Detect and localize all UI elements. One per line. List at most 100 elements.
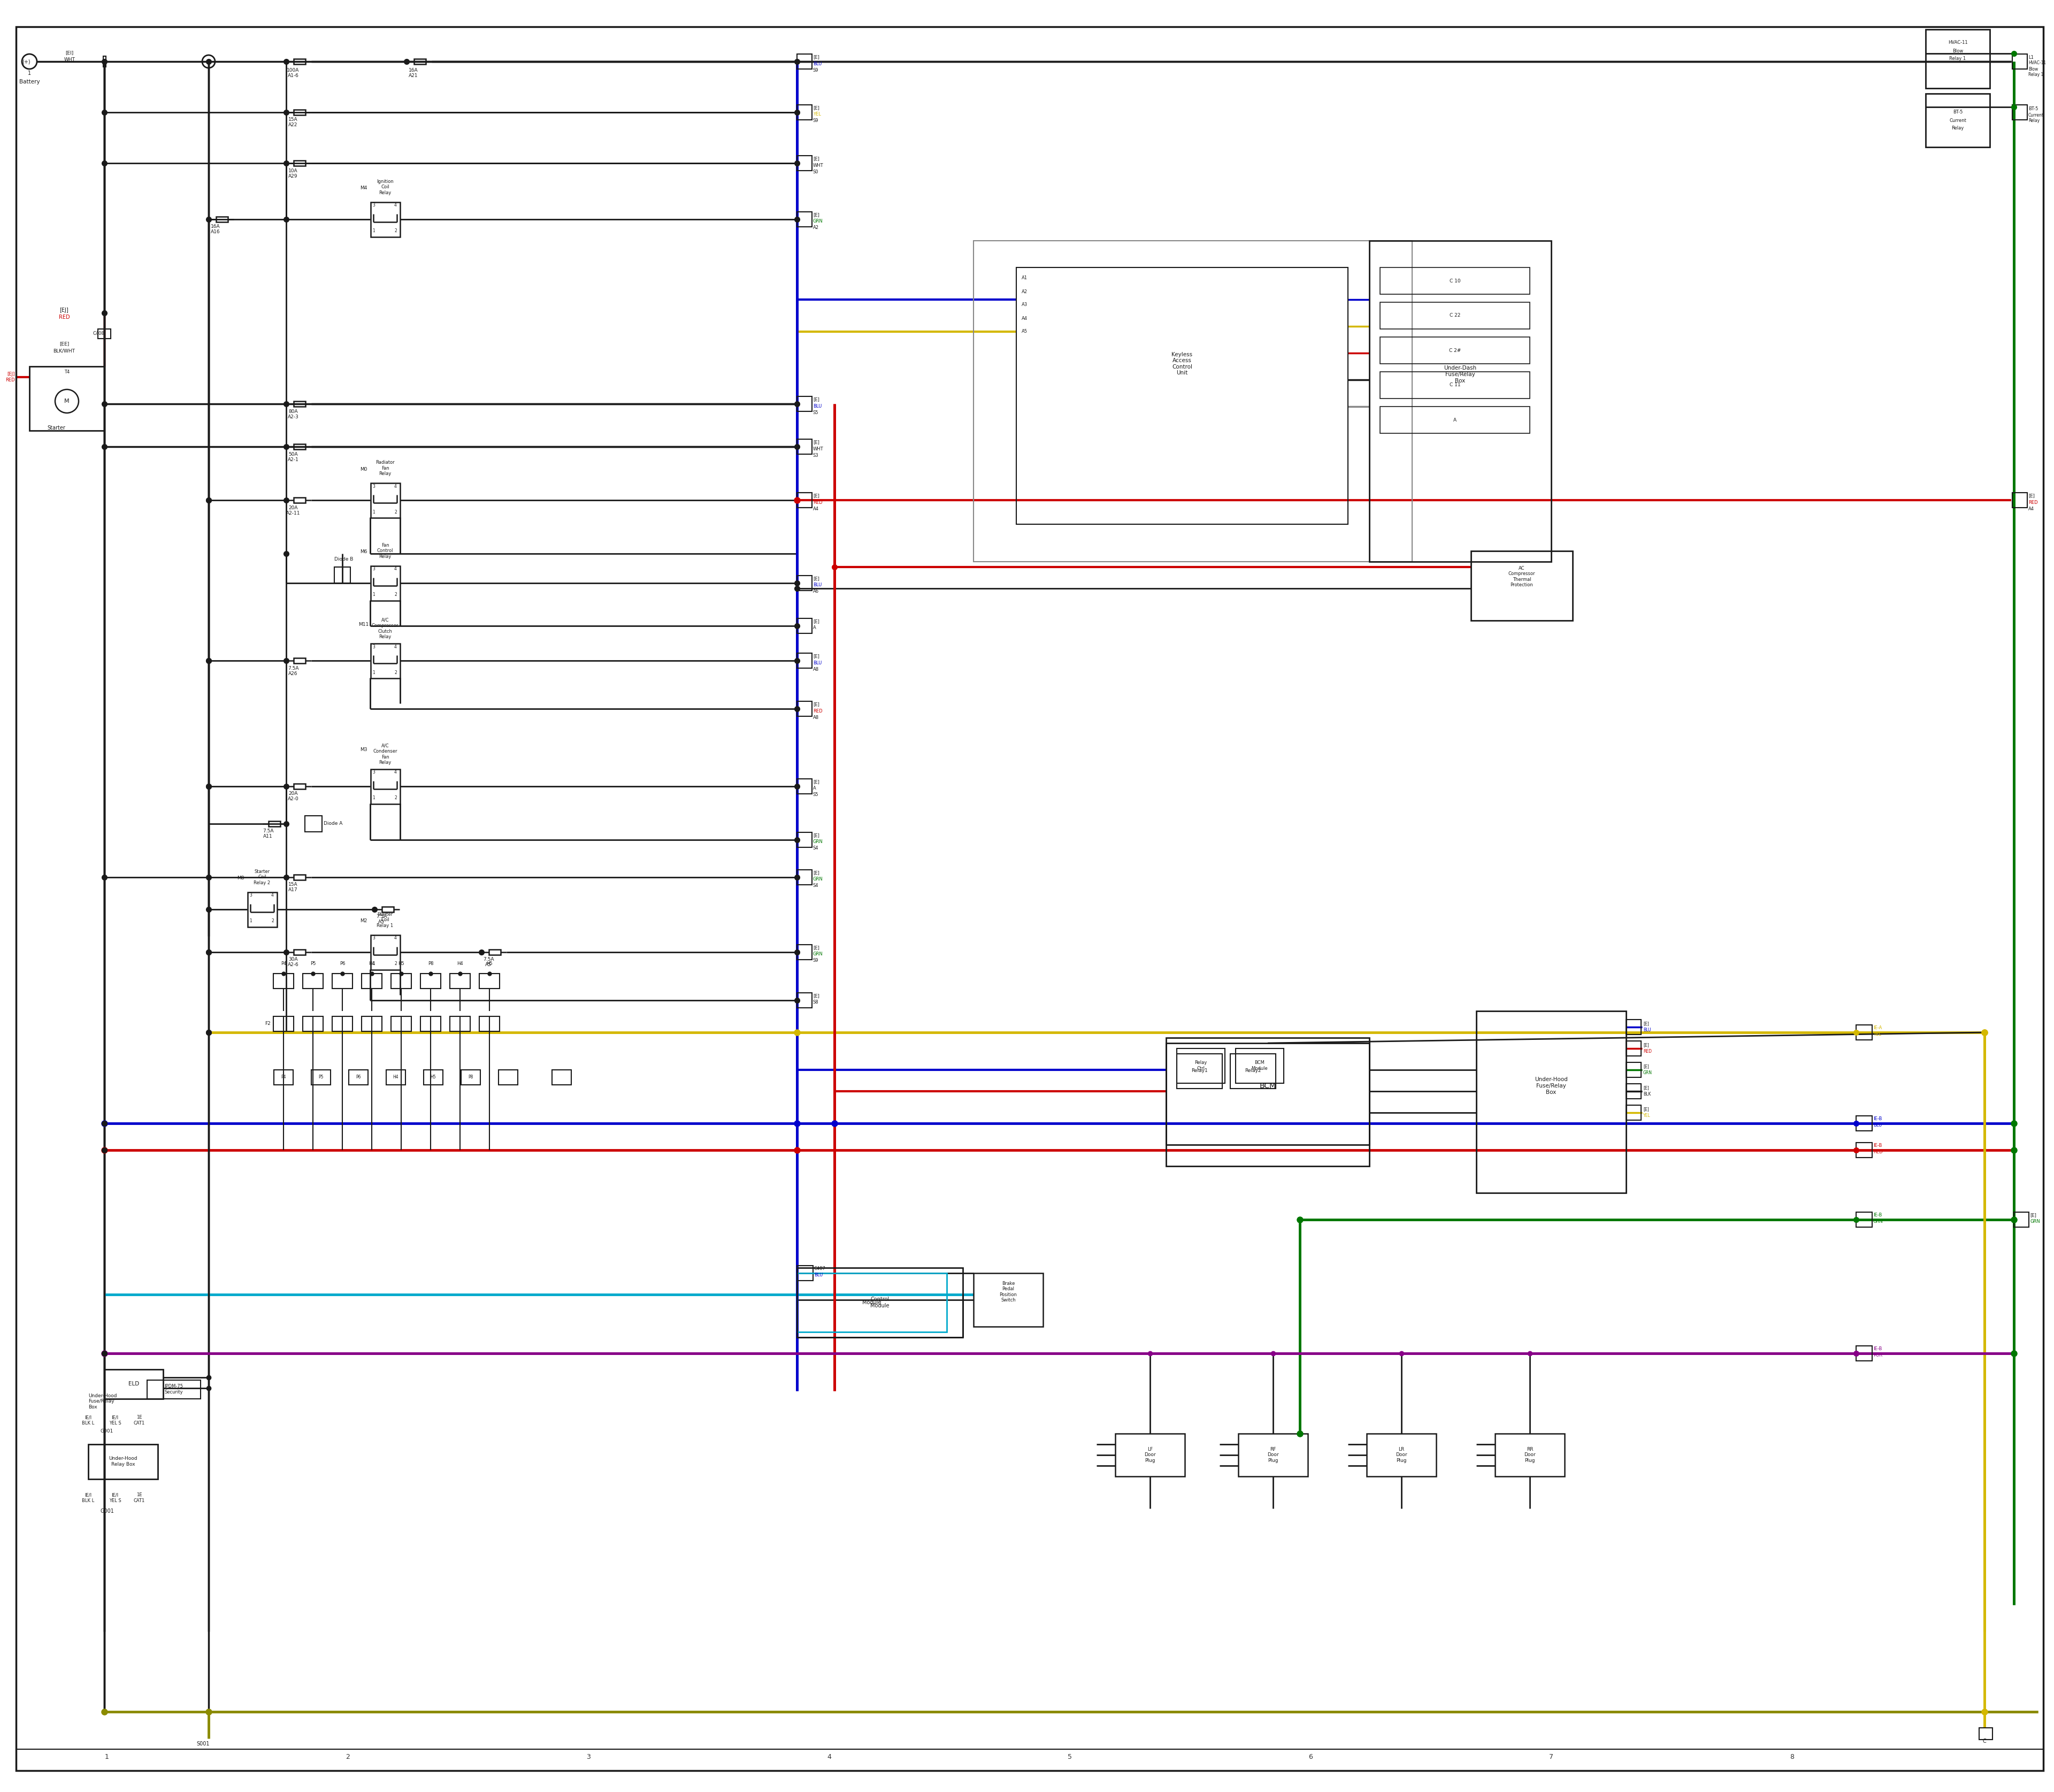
Text: S001: S001 [197,1742,210,1747]
Text: A2-11: A2-11 [286,511,300,516]
Text: Relay: Relay [2027,118,2040,124]
Bar [797,54,811,70]
Text: L1: L1 [2027,56,2033,59]
Text: BLK/WHT: BLK/WHT [53,348,76,353]
Text: 1: 1 [29,70,31,75]
Text: G001: G001 [101,1428,113,1434]
Text: 2: 2 [394,509,396,514]
Text: Diode A: Diode A [325,821,343,826]
Text: 1: 1 [372,670,374,676]
Text: [E]: [E] [1643,1021,1649,1027]
Text: IE-A: IE-A [1873,1025,1881,1030]
Text: BLU: BLU [813,1272,824,1278]
Bar [974,1272,1043,1326]
Bar [1239,1434,1308,1477]
Bar [415,59,425,65]
Text: A5: A5 [485,962,491,968]
Text: BLU: BLU [1873,1124,1881,1127]
Text: P4: P4 [281,1075,286,1081]
Bar [1627,1063,1641,1077]
Bar [294,59,306,65]
Text: 7.5A: 7.5A [483,957,493,962]
Bar [1627,1041,1641,1055]
Bar [2013,54,2027,70]
Text: RED: RED [2027,500,2038,505]
Bar [1980,1727,1992,1740]
Text: 3: 3 [249,892,253,898]
Text: WHT: WHT [813,446,824,452]
Bar [1380,303,1530,330]
Text: C 11: C 11 [1450,383,1460,387]
Text: M11: M11 [359,622,370,627]
Text: 4: 4 [394,566,396,572]
Text: 1: 1 [372,962,374,966]
Bar [1177,1048,1224,1082]
Text: 7.5A: 7.5A [288,665,298,670]
Bar [370,202,401,237]
Text: A5: A5 [1021,330,1027,333]
Bar [2013,106,2027,120]
Text: HVAC-11: HVAC-11 [1947,41,1968,45]
Text: A1-6: A1-6 [288,73,298,77]
Text: Starter
Coil
Relay 1: Starter Coil Relay 1 [376,912,394,928]
Text: S9: S9 [813,118,820,124]
Text: [E]: [E] [813,780,820,785]
Bar [460,1070,481,1084]
Text: ELD: ELD [127,1382,140,1387]
Bar [423,1070,444,1084]
Bar [797,156,811,170]
Bar [362,973,382,989]
Text: S3: S3 [813,453,820,457]
Text: A3: A3 [1021,303,1027,306]
Text: G001: G001 [101,1509,113,1514]
Text: Diode B: Diode B [335,557,353,561]
Bar [797,493,811,507]
Text: LR
Door
Plug: LR Door Plug [1395,1446,1407,1462]
Bar [216,217,228,222]
Text: 1: 1 [372,796,374,801]
Text: P8: P8 [468,1075,472,1081]
Text: A17: A17 [288,887,298,892]
Text: 4: 4 [394,202,396,208]
Bar [797,993,811,1007]
Text: H5: H5 [487,962,493,966]
Bar [797,780,811,794]
Text: RED: RED [1873,1150,1884,1154]
Text: C487: C487 [813,1267,826,1271]
Text: P5: P5 [310,962,316,966]
Text: 4: 4 [394,771,396,774]
Text: 7.5A: 7.5A [376,914,386,919]
Text: BLU: BLU [813,661,822,665]
Bar [1857,1116,1871,1131]
Bar [294,109,306,115]
Text: [E]: [E] [813,156,820,161]
Text: Current: Current [1949,118,1966,124]
Text: A/C
Compressor
Clutch
Relay: A/C Compressor Clutch Relay [372,618,398,640]
Text: Fan
Control
Relay: Fan Control Relay [378,543,392,559]
Bar [390,1016,411,1032]
Text: (+): (+) [23,59,31,65]
Text: 50A: 50A [288,452,298,457]
Text: A: A [813,625,815,631]
Text: Relay
Ctrl: Relay Ctrl [1195,1061,1208,1072]
Bar [294,658,306,663]
Text: 5: 5 [1068,1754,1072,1762]
Bar [1857,1025,1871,1039]
Bar [302,973,322,989]
Bar [148,1380,201,1400]
Text: Under-Dash
Fuse/Relay
Box: Under-Dash Fuse/Relay Box [1444,366,1477,383]
Text: A2-3: A2-3 [288,414,298,419]
Text: T4: T4 [64,369,70,375]
Bar [421,1016,442,1032]
Text: GRN: GRN [2029,1219,2040,1224]
Text: H4: H4 [392,1075,398,1081]
Text: GRN: GRN [813,952,824,957]
Bar [489,950,501,955]
Text: GRN: GRN [813,219,824,224]
Bar [1115,1434,1185,1477]
Bar [421,973,442,989]
Text: P6: P6 [355,1075,362,1081]
Text: 80A: 80A [288,409,298,414]
Bar [1857,1211,1871,1228]
Text: [E]: [E] [813,106,820,111]
